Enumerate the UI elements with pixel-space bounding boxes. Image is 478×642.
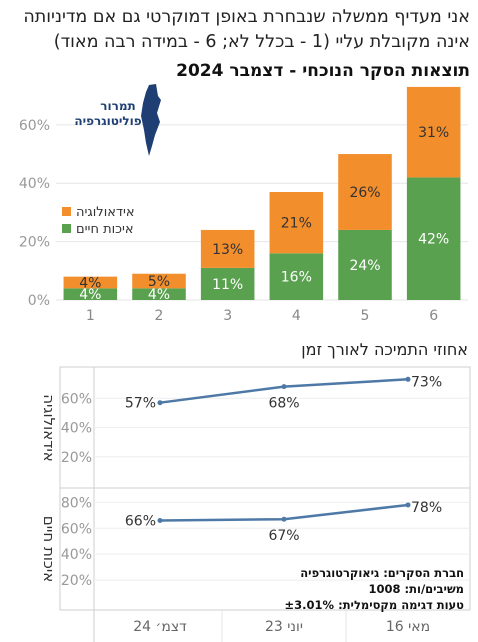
bar-life-quality [269, 253, 324, 300]
value-label-life: 42% [418, 232, 449, 248]
y-tick-label: 20% [19, 235, 50, 251]
logo-line2: פוליטוגרפיה [74, 114, 141, 128]
value-label-ideology: 13% [212, 242, 243, 258]
panel-name: אידאולוגיה [40, 394, 58, 462]
line-x-tick-label: מאי 16 [386, 619, 430, 635]
legend-swatch-ideology [62, 207, 71, 216]
survey-respondents: משיבים/ות: 1008 [368, 582, 464, 596]
bar-gridlines: 0% 20% 40% 60% [19, 118, 468, 309]
line-value-label: 78% [411, 500, 442, 516]
value-label-life: 4% [79, 287, 101, 303]
line-point [281, 516, 287, 522]
x-tick-label: 1 [86, 308, 95, 324]
line-chart-title: אחוזי התמיכה לאורך זמן [301, 340, 468, 359]
line-point [157, 400, 163, 406]
y-tick-label: 0% [28, 293, 50, 309]
line-y-tick-label: 60% [61, 521, 92, 537]
value-label-life: 4% [148, 287, 170, 303]
chart-subtitle: תוצאות הסקר הנוכחי - דצמבר 2024 [176, 61, 470, 81]
panel-name: איכות חיים [40, 516, 58, 583]
x-tick-label: 4 [292, 308, 301, 324]
y-tick-label: 40% [19, 176, 50, 192]
bar-life-quality [406, 177, 461, 300]
x-tick-label: 2 [155, 308, 164, 324]
value-label-ideology: 5% [148, 274, 170, 290]
bar-ideology [406, 86, 461, 178]
line-point [157, 518, 163, 523]
series-line [159, 378, 409, 404]
line-x-tick-label: דצמ׳ 24 [133, 619, 187, 635]
line-y-tick-label: 80% [61, 495, 92, 511]
value-label-ideology: 31% [418, 125, 449, 141]
israel-map-icon [141, 84, 161, 156]
line-point [405, 502, 411, 508]
stacked-bar-chart: 0%20%40%60% 4%4%14%5%211%13%316%21%424%2… [19, 84, 468, 324]
survey-error: טעות דגימה מקסימלית: ±3.01% [284, 598, 464, 612]
line-x-tick-label: יוני 23 [265, 619, 303, 635]
logo-line1: תמרור [100, 99, 135, 113]
bar-life-quality [63, 288, 118, 300]
line-value-label: 68% [268, 396, 299, 412]
line-value-label: 67% [268, 528, 299, 544]
survey-company: חברת הסקרים: גיאוקרטוגרפיה [300, 566, 464, 580]
line-y-tick-label: 60% [61, 391, 92, 407]
y-tick-label: 60% [19, 118, 50, 134]
x-tick-label: 3 [223, 308, 232, 324]
bar-legend: אידאולוגיה איכות חיים [62, 205, 135, 237]
chart-title-line2: אינה מקובלת עליי (1 - בכלל לא; 6 - במידה… [53, 32, 470, 52]
bar-ideology [200, 229, 255, 268]
value-label-life: 24% [349, 258, 380, 274]
series-line [159, 503, 409, 522]
line-value-label: 66% [125, 514, 156, 530]
bar-life-quality [200, 267, 255, 300]
legend-label-life: איכות חיים [76, 222, 134, 237]
bar-ideology [338, 154, 392, 230]
bar-marks: 4%4%14%5%211%13%316%21%424%26%542%31%6 [63, 86, 461, 324]
line-y-tick-label: 40% [61, 421, 92, 437]
chart-title-line1: אני מעדיף ממשלה שנבחרת באופן דמוקרטי גם … [23, 7, 470, 27]
x-tick-label: 6 [429, 308, 438, 324]
bar-life-quality [338, 229, 392, 300]
value-label-ideology: 21% [281, 216, 312, 232]
tamrur-logo: תמרור פוליטוגרפיה [74, 84, 161, 156]
line-value-label: 57% [125, 396, 156, 412]
line-point [281, 384, 287, 390]
line-y-tick-label: 20% [61, 573, 92, 589]
line-y-tick-label: 40% [61, 547, 92, 563]
x-tick-label: 5 [361, 308, 370, 324]
line-y-tick-label: 20% [61, 450, 92, 466]
bar-ideology [269, 192, 324, 254]
value-label-life: 16% [281, 270, 312, 286]
bar-ideology [63, 276, 118, 289]
bar-life-quality [132, 288, 186, 300]
line-point [405, 376, 411, 382]
legend-label-ideology: אידאולוגיה [76, 205, 135, 220]
value-label-life: 11% [212, 277, 243, 293]
legend-swatch-life [62, 224, 71, 233]
value-label-ideology: 26% [349, 185, 380, 201]
bar-ideology [132, 273, 186, 289]
value-label-ideology: 4% [79, 275, 101, 291]
line-value-label: 73% [411, 374, 442, 390]
